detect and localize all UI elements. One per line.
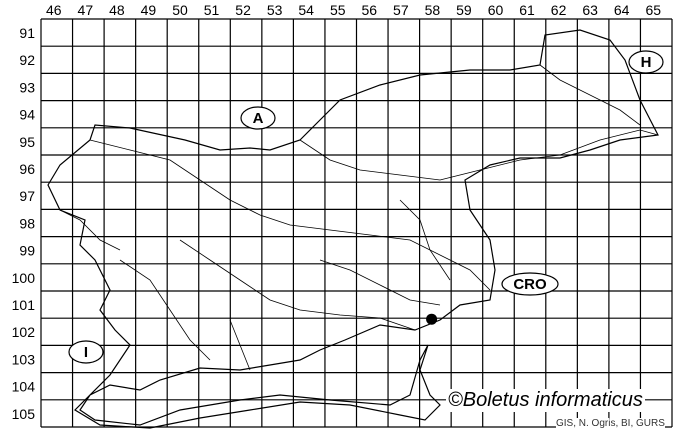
row-label: 96 (19, 161, 35, 177)
column-label: 50 (172, 2, 188, 18)
column-label: 51 (204, 2, 220, 18)
row-label: 101 (12, 297, 36, 313)
row-label: 92 (19, 52, 35, 68)
row-label: 104 (12, 379, 36, 395)
row-label: 102 (12, 324, 36, 340)
column-label: 62 (551, 2, 567, 18)
column-label: 47 (78, 2, 94, 18)
credit-label: GIS, N. Ogris, BI, GURS (556, 418, 665, 429)
country-label-oval (68, 340, 104, 364)
country-border (47, 29, 659, 429)
row-label: 95 (19, 134, 35, 150)
country-label: A (253, 110, 264, 127)
column-label: 60 (488, 2, 504, 18)
column-label: 49 (141, 2, 157, 18)
column-label: 46 (46, 2, 62, 18)
column-label: 54 (298, 2, 314, 18)
row-label: 105 (12, 406, 36, 422)
column-label: 48 (109, 2, 125, 18)
row-label: 93 (19, 79, 35, 95)
country-labels: A H CRO I (68, 50, 664, 364)
row-label: 94 (19, 107, 35, 123)
country-label: CRO (513, 276, 547, 293)
records (426, 313, 438, 325)
copyright-label: ©Boletus informaticus (446, 389, 645, 412)
country-label-oval (628, 50, 664, 74)
row-label: 97 (19, 188, 35, 204)
column-label: 59 (456, 2, 472, 18)
column-label: 61 (519, 2, 535, 18)
row-label: 99 (19, 243, 35, 259)
column-label: 58 (425, 2, 441, 18)
country-label: H (641, 54, 652, 71)
row-label: 98 (19, 215, 35, 231)
column-label: 56 (362, 2, 378, 18)
country-label: I (84, 344, 88, 361)
column-label: 63 (582, 2, 598, 18)
column-label: 64 (614, 2, 630, 18)
row-labels: 91 92 93 94 95 96 97 98 99 100 101 102 103 104 105 (12, 25, 36, 422)
record-dot (426, 313, 438, 325)
grid (40, 18, 673, 428)
column-label: 65 (645, 2, 661, 18)
country-label-oval (501, 272, 559, 296)
rivers (59, 64, 659, 371)
column-label: 57 (393, 2, 409, 18)
row-label: 103 (12, 351, 36, 367)
column-labels: 46 47 48 49 50 51 52 53 54 55 56 57 58 59 60 61 62 63 64 65 (46, 2, 661, 18)
country-label-oval (240, 106, 276, 130)
column-label: 55 (330, 2, 346, 18)
row-label: 100 (12, 270, 36, 286)
column-label: 53 (267, 2, 283, 18)
column-label: 52 (235, 2, 251, 18)
row-label: 91 (19, 25, 35, 41)
